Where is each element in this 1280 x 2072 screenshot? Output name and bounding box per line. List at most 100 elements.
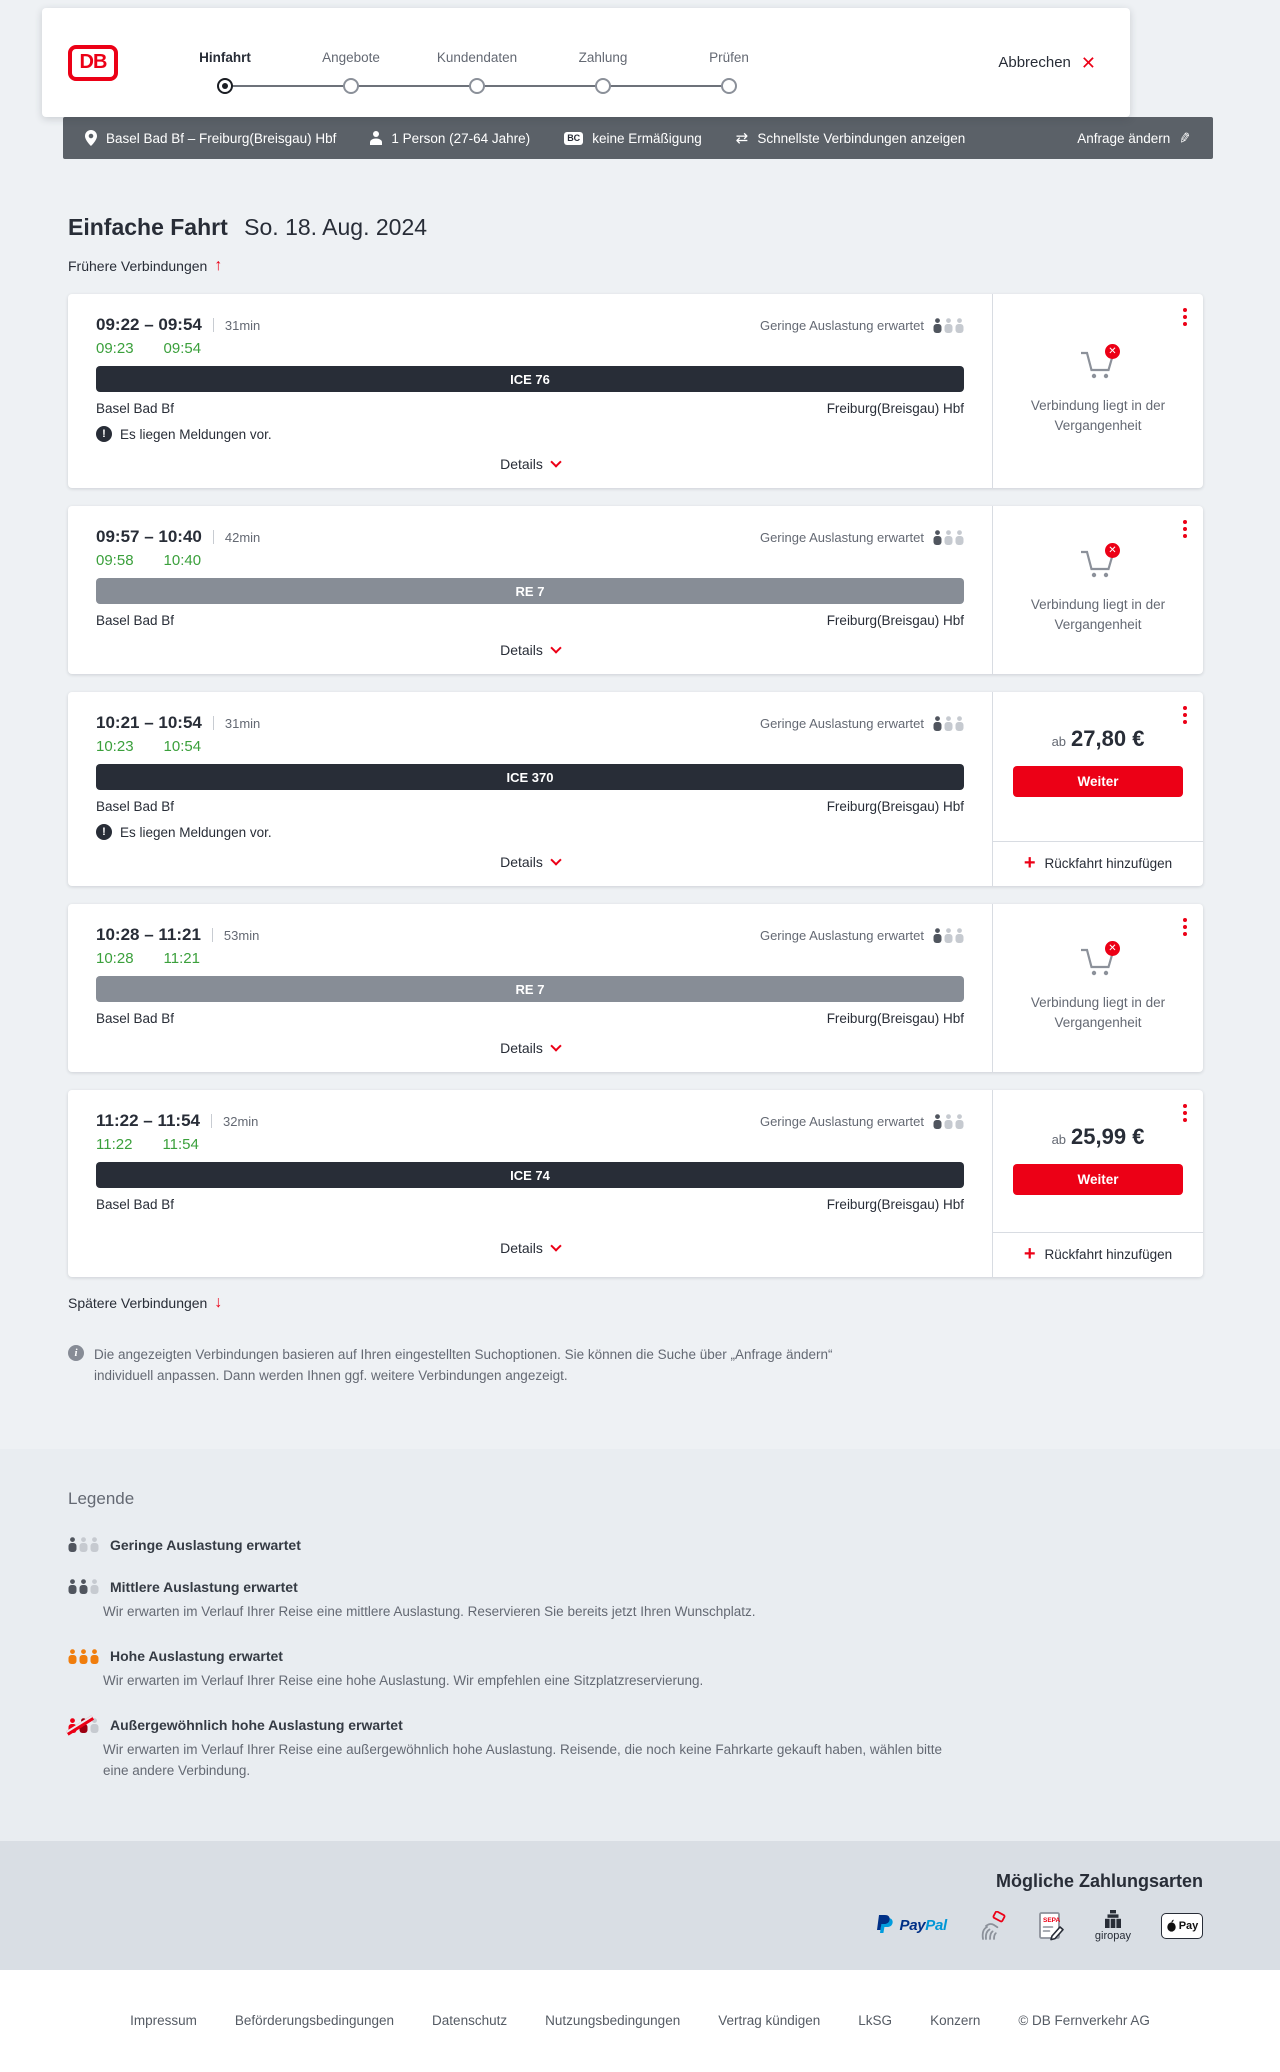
- origin-station: Basel Bad Bf: [96, 401, 175, 416]
- warning-icon: !: [96, 824, 112, 840]
- overflow-menu-icon[interactable]: [1181, 306, 1189, 328]
- credit-card-hand-icon: [977, 1910, 1007, 1941]
- train-label: ICE 76: [510, 371, 550, 387]
- cart-x-badge: ✕: [1105, 543, 1120, 559]
- edit-request-button[interactable]: Anfrage ändern ✎: [1077, 129, 1192, 147]
- occupancy-medium-icon: [68, 1579, 99, 1595]
- price-prefix: ab: [1051, 734, 1067, 749]
- realtime-departure: 10:28: [96, 950, 134, 967]
- realtime-row: 10:23 10:54: [96, 738, 964, 755]
- occupancy-label: Geringe Auslastung erwartet: [759, 715, 924, 731]
- occupancy-low-icon: [933, 715, 964, 731]
- step-dot-icon: [343, 77, 359, 94]
- legend-item: Hohe Auslastung erwartet Wir erwarten im…: [68, 1648, 1203, 1691]
- overflow-menu-icon[interactable]: [1181, 518, 1189, 540]
- details-toggle[interactable]: Details: [500, 456, 562, 472]
- step-dot-icon: [721, 77, 737, 94]
- cancel-button[interactable]: Abbrechen ✕: [998, 54, 1096, 72]
- step-label: Prüfen: [709, 49, 749, 65]
- details-toggle[interactable]: Details: [500, 1040, 562, 1056]
- apple-pay-icon: Pay: [1161, 1912, 1203, 1939]
- chevron-down-icon: [550, 1240, 562, 1252]
- add-return-button[interactable]: + Rückfahrt hinzufügen: [993, 1232, 1203, 1277]
- sepa-direct-debit-icon: SEPA: [1037, 1911, 1065, 1941]
- add-return-label: Rückfahrt hinzufügen: [1044, 1246, 1173, 1262]
- realtime-departure: 11:22: [96, 1136, 133, 1153]
- footer-link-befoerderungsbedingungen[interactable]: Beförderungsbedingungen: [234, 2013, 395, 2029]
- plus-icon: +: [1023, 852, 1036, 874]
- footer-link-vertrag-kuendigen[interactable]: Vertrag kündigen: [718, 2013, 821, 2029]
- step-pruefen[interactable]: Prüfen: [666, 50, 792, 94]
- svg-text:SEPA: SEPA: [1043, 1917, 1061, 1924]
- add-return-button[interactable]: + Rückfahrt hinzufügen: [993, 841, 1203, 886]
- connection-card: 09:22 – 09:54 31min Geringe Auslastung e…: [68, 294, 1203, 488]
- overflow-menu-icon[interactable]: [1181, 1102, 1189, 1124]
- connection-card: 10:21 – 10:54 31min Geringe Auslastung e…: [68, 692, 1203, 886]
- step-kundendaten[interactable]: Kundendaten: [414, 50, 540, 94]
- warning-icon: !: [96, 426, 112, 442]
- overflow-menu-icon[interactable]: [1181, 916, 1189, 938]
- footer: Impressum Beförderungsbedingungen Datens…: [0, 1969, 1280, 2072]
- time-range: 09:22 – 09:54: [96, 315, 202, 334]
- step-zahlung[interactable]: Zahlung: [540, 50, 666, 94]
- weiter-button[interactable]: Weiter: [1013, 766, 1183, 797]
- passenger-summary: 1 Person (27-64 Jahre): [370, 131, 530, 146]
- location-pin-icon: [85, 130, 97, 146]
- destination-station: Freiburg(Breisgau) Hbf: [826, 1011, 964, 1026]
- step-dot-icon: [469, 77, 485, 94]
- realtime-departure: 09:23: [96, 340, 134, 357]
- step-hinfahrt[interactable]: Hinfahrt: [162, 50, 288, 94]
- sort-summary[interactable]: ⇄ Schnellste Verbindungen anzeigen: [736, 131, 966, 146]
- chevron-down-icon: [550, 642, 562, 654]
- route-summary: Basel Bad Bf – Freiburg(Breisgau) Hbf: [85, 130, 336, 146]
- arrow-down-icon: ↓: [214, 1294, 223, 1311]
- details-label: Details: [500, 1240, 543, 1256]
- origin-station: Basel Bad Bf: [96, 613, 175, 628]
- footer-link-lksg[interactable]: LkSG: [858, 2013, 893, 2029]
- footer-link-impressum[interactable]: Impressum: [130, 2013, 197, 2029]
- legend-item: Mittlere Auslastung erwartet Wir erwarte…: [68, 1579, 1203, 1622]
- legend-label: Mittlere Auslastung erwartet: [110, 1578, 298, 1595]
- duration: 42min: [224, 529, 261, 545]
- bahncard-icon: BC: [564, 131, 584, 145]
- divider: [211, 928, 213, 942]
- overflow-menu-icon[interactable]: [1181, 704, 1189, 726]
- search-summary-bar: Basel Bad Bf – Freiburg(Breisgau) Hbf 1 …: [63, 117, 1213, 159]
- realtime-row: 09:23 09:54: [96, 340, 964, 357]
- step-angebote[interactable]: Angebote: [288, 50, 414, 94]
- earlier-connections-link[interactable]: Frühere Verbindungen ↑: [68, 258, 222, 275]
- realtime-row: 09:58 10:40: [96, 552, 964, 569]
- train-bar: ICE 76: [96, 366, 964, 392]
- footer-link-datenschutz[interactable]: Datenschutz: [432, 2013, 508, 2029]
- train-bar: ICE 370: [96, 764, 964, 790]
- occupancy-info: Geringe Auslastung erwartet: [760, 716, 964, 731]
- connection-main: 10:21 – 10:54 31min Geringe Auslastung e…: [68, 692, 992, 886]
- weiter-button[interactable]: Weiter: [1013, 1164, 1183, 1195]
- realtime-row: 10:28 11:21: [96, 950, 964, 967]
- divider: [212, 716, 214, 730]
- legend-label: Geringe Auslastung erwartet: [110, 1536, 301, 1553]
- details-toggle[interactable]: Details: [500, 1240, 562, 1256]
- footer-link-nutzungsbedingungen[interactable]: Nutzungsbedingungen: [545, 2013, 681, 2029]
- connection-action-panel: ab 25,99 € Weiter + Rückfahrt hinzufügen: [992, 1090, 1203, 1277]
- realtime-row: 11:22 11:54: [96, 1136, 964, 1153]
- later-connections-link[interactable]: Spätere Verbindungen ↓: [68, 1294, 223, 1312]
- origin-station: Basel Bad Bf: [96, 1197, 175, 1212]
- later-connections-label: Spätere Verbindungen: [68, 1295, 208, 1311]
- train-bar: RE 7: [96, 578, 964, 604]
- time-range: 11:22 – 11:54: [96, 1111, 200, 1130]
- footer-link-konzern[interactable]: Konzern: [930, 2013, 981, 2029]
- occupancy-high-icon: [68, 1648, 99, 1664]
- occupancy-info: Geringe Auslastung erwartet: [760, 1114, 964, 1129]
- connection-action-panel: ✕ Verbindung liegt in der Vergangenheit: [992, 506, 1203, 674]
- train-bar: ICE 74: [96, 1162, 964, 1188]
- details-toggle[interactable]: Details: [500, 854, 562, 870]
- cart-x-badge: ✕: [1105, 941, 1120, 957]
- legend-section: Legende Geringe Auslastung erwartet Mitt…: [0, 1448, 1280, 1841]
- occupancy-label: Geringe Auslastung erwartet: [759, 529, 924, 545]
- destination-station: Freiburg(Breisgau) Hbf: [826, 613, 964, 628]
- past-connection-panel: ✕ Verbindung liegt in der Vergangenheit: [993, 506, 1203, 674]
- cart-unavailable-icon: ✕: [1076, 543, 1120, 583]
- details-toggle[interactable]: Details: [500, 642, 562, 658]
- db-logo-text: DB: [79, 51, 108, 73]
